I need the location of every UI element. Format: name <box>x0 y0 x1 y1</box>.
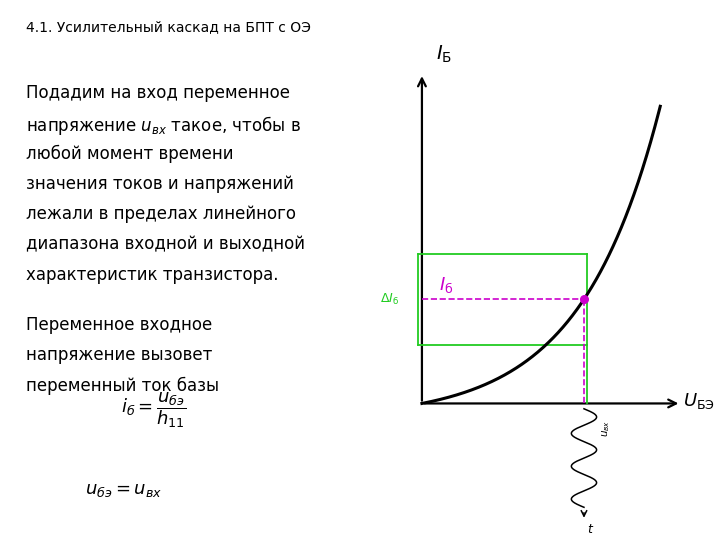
Text: характеристик транзистора.: характеристик транзистора. <box>26 266 279 284</box>
Text: $\Delta I_{\rm б}$: $\Delta I_{\rm б}$ <box>380 292 399 307</box>
Text: $i_{\mathit{б}} = \dfrac{u_{\mathit{бэ}}}{h_{\mathit{11}}}$: $i_{\mathit{б}} = \dfrac{u_{\mathit{бэ}}… <box>120 390 186 430</box>
Text: Переменное входное: Переменное входное <box>26 315 212 334</box>
Text: значения токов и напряжений: значения токов и напряжений <box>26 175 294 193</box>
Text: $u_{\mathit{вх}}$: $u_{\mathit{вх}}$ <box>600 420 612 437</box>
Text: диапазона входной и выходной: диапазона входной и выходной <box>26 235 305 254</box>
Text: напряжение вызовет: напряжение вызовет <box>26 346 212 364</box>
Text: лежали в пределах линейного: лежали в пределах линейного <box>26 205 296 224</box>
Text: $t$: $t$ <box>588 523 595 536</box>
Text: Подадим на вход переменное: Подадим на вход переменное <box>26 84 290 102</box>
Text: $U_{\rm БЭ}$: $U_{\rm БЭ}$ <box>683 391 715 411</box>
Text: 4.1. Усилительный каскад на БПТ с ОЭ: 4.1. Усилительный каскад на БПТ с ОЭ <box>26 20 311 34</box>
Text: напряжение $u_{\mathit{вх}}$ такое, чтобы в: напряжение $u_{\mathit{вх}}$ такое, чтоб… <box>26 114 301 137</box>
Text: $I_{\rm Б}$: $I_{\rm Б}$ <box>436 44 452 65</box>
Text: $I_{\rm б}$: $I_{\rm б}$ <box>439 275 454 295</box>
Text: $u_{\mathit{бэ}} = u_{\mathit{вх}}$: $u_{\mathit{бэ}} = u_{\mathit{вх}}$ <box>86 481 163 498</box>
Text: переменный ток базы: переменный ток базы <box>26 376 219 395</box>
Text: любой момент времени: любой момент времени <box>26 145 233 163</box>
